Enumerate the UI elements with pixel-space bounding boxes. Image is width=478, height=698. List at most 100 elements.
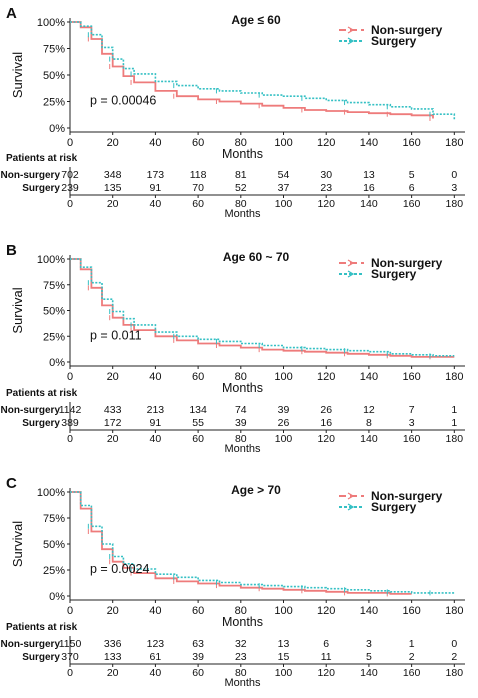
- x-axis-label: Months: [222, 615, 263, 629]
- risk-x-axis-label: Months: [224, 208, 261, 220]
- x-tick-label: 140: [360, 605, 378, 617]
- legend-label: Non-surgery: [371, 23, 443, 37]
- chart-title: Age 60 ~ 70: [223, 250, 290, 264]
- risk-count: 32: [235, 638, 247, 650]
- risk-count: 1: [451, 417, 457, 429]
- x-tick-label: 60: [192, 605, 204, 617]
- km-curve-surgery: [70, 258, 455, 357]
- risk-count: 2: [451, 651, 457, 663]
- risk-x-tick-label: 0: [67, 433, 73, 445]
- risk-count: 172: [104, 417, 122, 429]
- risk-count: 13: [278, 638, 290, 650]
- risk-count: 348: [104, 169, 122, 181]
- risk-count: 91: [150, 182, 162, 194]
- risk-table-heading: Patients at risk: [6, 153, 78, 164]
- x-tick-label: 0: [67, 371, 73, 383]
- x-tick-label: 160: [402, 371, 420, 383]
- risk-x-tick-label: 0: [67, 198, 73, 210]
- risk-row-label: Non-surgery: [1, 639, 61, 650]
- risk-count: 118: [190, 169, 207, 181]
- risk-x-tick-label: 100: [275, 667, 293, 679]
- risk-count: 2: [409, 651, 415, 663]
- y-tick-label: 100%: [37, 487, 65, 499]
- risk-count: 23: [235, 651, 247, 663]
- risk-count: 26: [278, 417, 290, 429]
- x-tick-label: 180: [445, 371, 463, 383]
- risk-count: 16: [363, 182, 375, 194]
- risk-x-tick-label: 140: [360, 198, 378, 210]
- risk-count: 12: [363, 404, 375, 416]
- legend-arrow-icon: [347, 270, 355, 278]
- risk-x-tick-label: 40: [150, 667, 162, 679]
- risk-x-tick-label: 160: [403, 667, 421, 679]
- risk-x-tick-label: 120: [317, 433, 335, 445]
- y-tick-label: 0%: [49, 357, 65, 369]
- risk-count: 52: [235, 182, 247, 194]
- y-tick-label: 0%: [49, 591, 65, 603]
- x-tick-label: 120: [317, 605, 335, 617]
- y-tick-label: 50%: [43, 539, 65, 551]
- risk-x-tick-label: 20: [107, 198, 119, 210]
- risk-count: 63: [192, 638, 204, 650]
- risk-count: 0: [451, 169, 457, 181]
- risk-x-tick-label: 80: [235, 667, 247, 679]
- x-tick-label: 100: [274, 137, 292, 149]
- y-tick-label: 0%: [49, 123, 65, 135]
- risk-count: 30: [320, 169, 332, 181]
- risk-count: 134: [189, 404, 207, 416]
- risk-count: 336: [104, 638, 122, 650]
- x-tick-label: 40: [149, 137, 161, 149]
- risk-count: 173: [147, 169, 165, 181]
- risk-x-tick-label: 120: [317, 198, 335, 210]
- risk-count: 91: [150, 417, 162, 429]
- risk-count: 26: [320, 404, 332, 416]
- risk-table-heading: Patients at risk: [6, 622, 78, 633]
- risk-count: 13: [363, 169, 375, 181]
- risk-count: 81: [235, 169, 247, 181]
- x-tick-label: 0: [67, 137, 73, 149]
- risk-x-tick-label: 60: [192, 433, 204, 445]
- x-tick-label: 140: [360, 371, 378, 383]
- risk-count: 74: [235, 404, 247, 416]
- risk-count: 135: [104, 182, 122, 194]
- x-tick-label: 180: [445, 137, 463, 149]
- risk-count: 3: [451, 182, 457, 194]
- p-value: p = 0.0024: [90, 562, 149, 576]
- risk-x-tick-label: 180: [446, 198, 464, 210]
- x-tick-label: 60: [192, 371, 204, 383]
- x-tick-label: 80: [235, 371, 247, 383]
- risk-count: 1: [409, 638, 415, 650]
- legend-arrow-icon: [347, 37, 355, 45]
- y-tick-label: 100%: [37, 254, 65, 266]
- risk-count: 39: [235, 417, 247, 429]
- legend-arrow-icon: [347, 26, 355, 34]
- risk-x-tick-label: 40: [150, 198, 162, 210]
- x-tick-label: 120: [317, 371, 335, 383]
- y-tick-label: 100%: [37, 17, 65, 29]
- p-value: p = 0.00046: [90, 94, 156, 108]
- legend-label: Surgery: [371, 267, 417, 281]
- x-tick-label: 100: [274, 371, 292, 383]
- risk-count: 61: [150, 651, 162, 663]
- risk-count: 16: [320, 417, 332, 429]
- risk-x-tick-label: 60: [192, 198, 204, 210]
- x-tick-label: 160: [402, 137, 420, 149]
- risk-x-tick-label: 100: [275, 198, 293, 210]
- risk-count: 3: [366, 638, 372, 650]
- risk-count: 15: [278, 651, 290, 663]
- risk-row-label: Non-surgery: [1, 170, 61, 181]
- x-tick-label: 100: [274, 605, 292, 617]
- risk-count: 5: [366, 651, 372, 663]
- risk-x-tick-label: 100: [275, 433, 293, 445]
- risk-x-tick-label: 60: [192, 667, 204, 679]
- risk-x-tick-label: 40: [150, 433, 162, 445]
- risk-count: 133: [104, 651, 122, 663]
- risk-count: 0: [451, 638, 457, 650]
- km-curve-surgery: [70, 491, 455, 594]
- risk-count: 433: [104, 404, 122, 416]
- risk-count: 55: [192, 417, 204, 429]
- risk-table-heading: Patients at risk: [6, 388, 78, 399]
- risk-count: 70: [192, 182, 204, 194]
